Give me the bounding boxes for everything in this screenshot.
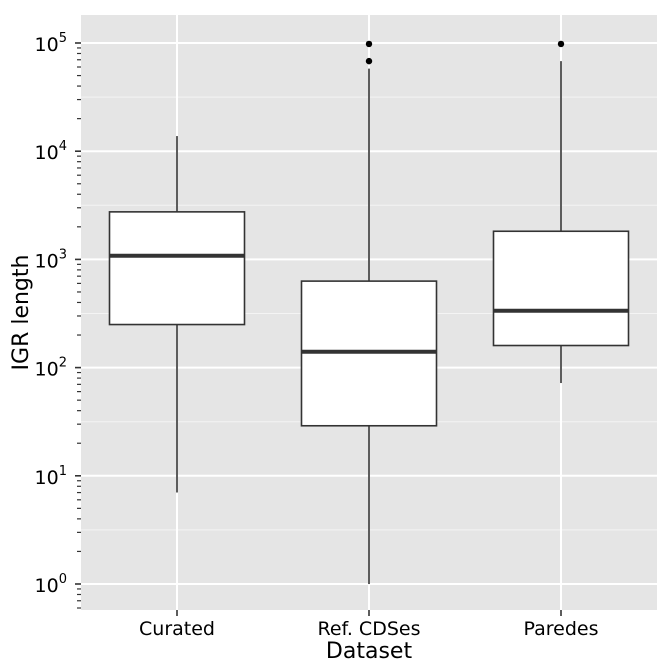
y-tick-label: 103 — [35, 247, 67, 272]
y-tick-base: 10 — [35, 575, 59, 597]
y-tick-base: 10 — [35, 34, 59, 56]
outlier-point — [557, 40, 565, 48]
y-tick-base: 10 — [35, 359, 59, 381]
y-tick-exponent: 3 — [59, 247, 67, 262]
box-group — [492, 40, 630, 384]
y-tick-label: 104 — [35, 139, 67, 164]
outlier-point — [365, 57, 373, 65]
box-iqr — [492, 230, 630, 347]
x-axis: Curated Ref. CDSes Paredes — [139, 610, 598, 640]
y-tick-base: 10 — [35, 467, 59, 489]
y-tick-base: 10 — [35, 250, 59, 272]
y-tick-exponent: 4 — [59, 139, 67, 154]
y-tick-exponent: 0 — [59, 572, 67, 587]
outlier-point — [365, 40, 373, 48]
box-iqr — [108, 211, 246, 326]
y-tick-label: 101 — [35, 464, 67, 489]
x-tick-label: Ref. CDSes — [318, 618, 421, 640]
y-tick-label: 100 — [35, 572, 67, 597]
y-tick-label: 105 — [35, 31, 67, 56]
x-axis-title: Dataset — [326, 639, 413, 664]
x-tick-label: Curated — [139, 618, 215, 640]
y-tick-label: 102 — [35, 356, 67, 381]
y-tick-exponent: 2 — [59, 356, 67, 371]
y-tick-exponent: 1 — [59, 464, 67, 479]
box-group — [300, 40, 438, 584]
boxes — [108, 40, 630, 584]
x-tick-label: Paredes — [524, 618, 599, 640]
y-tick-exponent: 5 — [59, 31, 67, 46]
y-tick-base: 10 — [35, 142, 59, 164]
box-group — [108, 136, 246, 493]
y-axis-title: IGR length — [9, 255, 34, 371]
